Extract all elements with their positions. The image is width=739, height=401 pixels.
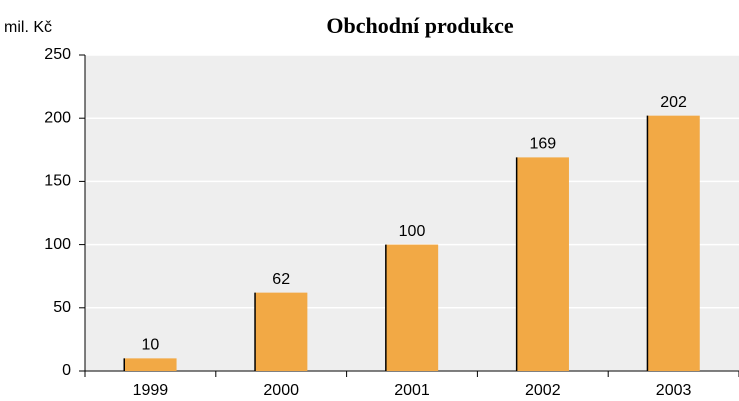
y-tick-label: 50 bbox=[53, 299, 71, 316]
y-tick-label: 100 bbox=[44, 236, 71, 253]
y-axis-label: mil. Kč bbox=[4, 19, 52, 36]
x-tick-label: 2000 bbox=[263, 382, 299, 399]
data-label: 100 bbox=[399, 223, 426, 240]
data-label: 10 bbox=[142, 337, 160, 354]
data-label: 169 bbox=[529, 136, 556, 153]
y-tick-label: 150 bbox=[44, 173, 71, 190]
x-tick-label: 2003 bbox=[656, 382, 692, 399]
bar bbox=[647, 115, 700, 371]
bar bbox=[124, 358, 177, 371]
x-tick-label: 1999 bbox=[133, 382, 169, 399]
y-tick-label: 250 bbox=[44, 46, 71, 63]
bar bbox=[516, 157, 569, 371]
data-label: 62 bbox=[272, 271, 290, 288]
bar bbox=[385, 244, 439, 371]
y-tick-label: 0 bbox=[62, 362, 71, 379]
data-label: 202 bbox=[660, 94, 687, 111]
x-tick-label: 2002 bbox=[525, 382, 561, 399]
x-tick-label: 2001 bbox=[394, 382, 430, 399]
y-tick-label: 200 bbox=[44, 109, 71, 126]
bar bbox=[255, 292, 308, 371]
chart-title: Obchodní produkce bbox=[326, 13, 514, 38]
